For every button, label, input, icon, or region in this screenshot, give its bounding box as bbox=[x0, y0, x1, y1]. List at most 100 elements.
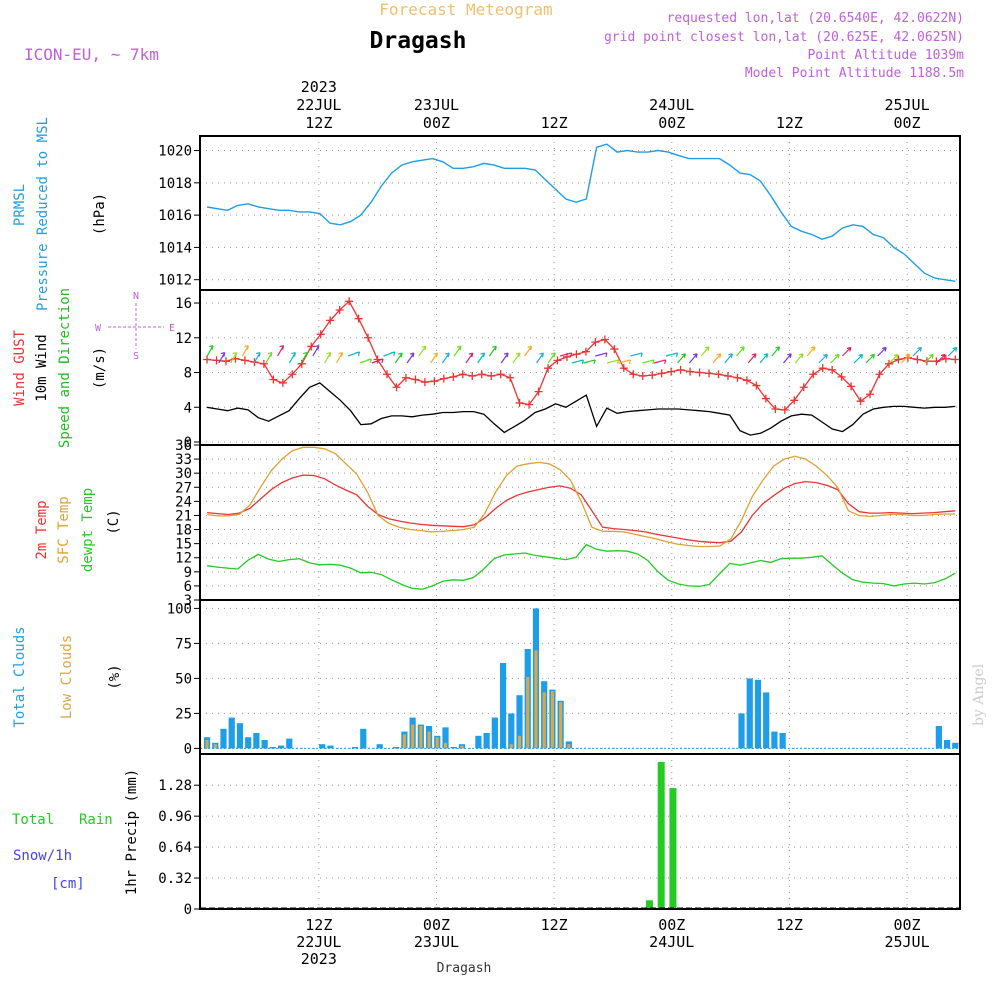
gust-point bbox=[203, 355, 212, 364]
gust-point bbox=[487, 371, 496, 380]
total-cloud-bar bbox=[943, 740, 951, 749]
wind-label-10m: 10m Wind bbox=[34, 334, 50, 401]
gust-point bbox=[553, 356, 562, 365]
low-cloud-bar bbox=[542, 692, 546, 749]
wind-direction-arrow bbox=[936, 353, 946, 364]
pressure-unit: (hPa) bbox=[92, 193, 108, 235]
low-cloud-bar bbox=[427, 731, 431, 749]
low-cloud-bar bbox=[534, 650, 538, 749]
low-cloud-bar bbox=[559, 702, 563, 749]
wind-direction-arrow bbox=[253, 352, 261, 364]
gust-point bbox=[392, 383, 401, 392]
gust-point bbox=[809, 370, 818, 379]
ytick-label: 33 bbox=[175, 452, 192, 468]
time-label-top: 00Z bbox=[894, 114, 921, 132]
low-cloud-bar bbox=[435, 737, 439, 749]
wind-speed-line bbox=[206, 382, 956, 436]
total-cloud-bar bbox=[952, 742, 959, 749]
time-label-top: 00Z bbox=[658, 114, 685, 132]
ytick-label: 9 bbox=[184, 565, 192, 581]
wind-compass: N E S W bbox=[95, 291, 175, 362]
wind-direction-arrow bbox=[371, 358, 384, 364]
panel-frame-2 bbox=[199, 444, 961, 601]
gust-point bbox=[752, 381, 761, 390]
axis-layer: 1012101410161018102004812163691215182124… bbox=[158, 78, 961, 968]
total-cloud-bar bbox=[779, 733, 786, 749]
model-label: ICON-EU, ~ 7km bbox=[24, 45, 159, 64]
wind-direction-arrow bbox=[430, 352, 439, 364]
wind-direction-arrow bbox=[406, 352, 415, 364]
gust-point bbox=[856, 397, 865, 406]
wind-direction-arrow bbox=[700, 346, 710, 357]
total-cloud-bar bbox=[327, 745, 334, 749]
gust-point bbox=[544, 364, 553, 373]
gust-point bbox=[430, 377, 439, 386]
total-cloud-bar bbox=[376, 744, 383, 749]
ytick-label: 24 bbox=[175, 494, 192, 510]
low-cloud-bar bbox=[213, 744, 217, 749]
wind-direction-arrow bbox=[359, 358, 372, 364]
wind-direction-arrow bbox=[571, 359, 584, 365]
compass-n: N bbox=[133, 291, 139, 302]
gust-point bbox=[212, 356, 221, 365]
gust-point bbox=[581, 347, 590, 356]
rain-bar bbox=[645, 900, 653, 909]
wind-direction-arrow bbox=[830, 353, 840, 364]
panel-frame-3 bbox=[199, 599, 961, 755]
wind-direction-arrow bbox=[677, 353, 686, 364]
gust-point bbox=[240, 356, 249, 365]
time-label-bottom: 22JUL bbox=[296, 933, 341, 951]
ytick-label: 36 bbox=[175, 438, 192, 454]
total-cloud-bar bbox=[763, 692, 770, 749]
gust-point bbox=[383, 370, 392, 379]
precip-label-total: Total bbox=[12, 812, 54, 828]
wind-direction-arrow bbox=[383, 351, 396, 357]
gust-point bbox=[875, 370, 884, 379]
wind-direction-arrow bbox=[477, 352, 486, 364]
low-cloud-bar bbox=[402, 734, 406, 749]
wind-direction-arrow bbox=[488, 345, 497, 357]
compass-e: E bbox=[169, 323, 175, 334]
gust-point bbox=[847, 382, 856, 391]
gust-point bbox=[525, 400, 534, 409]
wind-direction-arrow bbox=[500, 352, 509, 364]
ytick-label: 8 bbox=[184, 366, 192, 382]
ytick-label: 4 bbox=[184, 400, 192, 416]
total-cloud-bar bbox=[261, 740, 268, 749]
ytick-label: 27 bbox=[175, 480, 192, 496]
gust-point bbox=[269, 375, 278, 384]
gust-point bbox=[648, 371, 657, 380]
ytick-label: 21 bbox=[175, 508, 192, 524]
total-cloud-bar bbox=[483, 733, 490, 749]
total-cloud-bar bbox=[754, 679, 762, 749]
wind-label-gust: Wind GUST bbox=[12, 330, 28, 406]
total-cloud-bar bbox=[393, 747, 400, 749]
ytick-label: 0 bbox=[184, 435, 192, 451]
total-cloud-bar bbox=[450, 747, 457, 749]
ytick-label: 1.28 bbox=[158, 778, 192, 794]
total-cloud-bar bbox=[508, 713, 515, 749]
gust-point bbox=[335, 305, 344, 314]
gust-point bbox=[420, 378, 429, 387]
ytick-label: 0.32 bbox=[158, 871, 192, 887]
time-label-bottom: 25JUL bbox=[884, 933, 929, 951]
total-cloud-bar bbox=[236, 723, 244, 749]
total-cloud-bar bbox=[746, 678, 753, 749]
ytick-label: 25 bbox=[175, 706, 192, 722]
gust-point bbox=[761, 394, 770, 403]
panel-frame-4 bbox=[199, 753, 961, 910]
total-cloud-bar bbox=[738, 713, 745, 749]
wind-direction-arrow bbox=[853, 353, 864, 364]
wind-direction-arrow bbox=[712, 353, 722, 364]
total-cloud-bar bbox=[277, 745, 285, 749]
gust-point bbox=[629, 370, 638, 379]
cloud-unit: (%) bbox=[107, 664, 123, 689]
marks-layer bbox=[200, 143, 960, 909]
low-cloud-bar bbox=[205, 740, 209, 749]
wind-direction-arrow bbox=[841, 346, 852, 357]
temp-dewpt-line bbox=[207, 543, 956, 590]
time-label-top: 24JUL bbox=[649, 96, 694, 114]
gust-point bbox=[307, 342, 316, 351]
wind-direction-arrow bbox=[512, 352, 521, 364]
gust-point bbox=[790, 396, 799, 405]
